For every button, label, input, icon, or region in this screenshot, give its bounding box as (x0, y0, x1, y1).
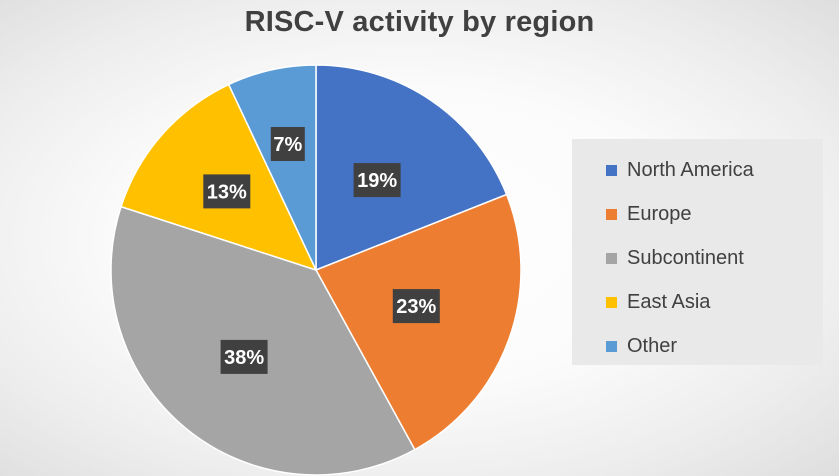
data-label-text: 19% (357, 170, 397, 192)
legend-item-east-asia: East Asia (572, 280, 823, 324)
data-label-text: 7% (273, 134, 302, 156)
data-label-europe: 23% (392, 289, 440, 324)
data-label-box (270, 127, 305, 161)
legend-swatch-subcontinent (606, 252, 617, 264)
chart-legend: North America Europe Subcontinent East A… (572, 139, 823, 365)
legend-swatch-east-asia (606, 296, 617, 308)
data-label-text: 23% (396, 296, 436, 318)
data-label-north-america: 19% (353, 163, 401, 198)
legend-item-north-america: North America (572, 148, 823, 192)
legend-swatch-other (606, 340, 617, 352)
legend-label: Europe (627, 202, 692, 225)
data-label-subcontinent: 38% (220, 339, 268, 374)
legend-swatch-europe (606, 208, 617, 220)
data-label-box (220, 339, 268, 374)
pie-slice-north-america (315, 64, 508, 272)
legend-item-other: Other (572, 324, 823, 368)
data-label-east-asia: 13% (203, 174, 251, 209)
legend-label: Subcontinent (627, 246, 744, 269)
chart-title: RISC-V activity by region (244, 6, 595, 38)
data-label-text: 13% (207, 181, 247, 203)
legend-swatch-north-america (606, 164, 617, 176)
pie-slice-other (227, 64, 317, 271)
data-label-box (353, 163, 401, 198)
legend-label: North America (627, 158, 754, 181)
data-label-box (392, 289, 440, 324)
data-label-other: 7% (270, 127, 305, 161)
data-label-text: 38% (224, 347, 264, 369)
legend-item-europe: Europe (572, 192, 823, 236)
legend-item-subcontinent: Subcontinent (572, 236, 823, 280)
legend-label: Other (627, 334, 678, 357)
data-label-box (203, 174, 251, 209)
legend-label: East Asia (627, 290, 711, 313)
